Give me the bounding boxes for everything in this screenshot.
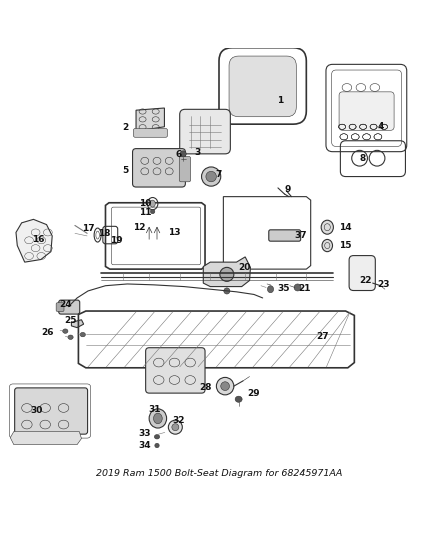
Text: 6: 6 (176, 150, 182, 159)
Ellipse shape (216, 377, 234, 395)
Polygon shape (71, 320, 84, 328)
FancyBboxPatch shape (59, 300, 80, 314)
Text: 33: 33 (138, 429, 151, 438)
Text: 8: 8 (360, 154, 366, 163)
Polygon shape (16, 220, 52, 262)
Text: 16: 16 (32, 235, 44, 244)
Text: 23: 23 (377, 280, 389, 289)
Ellipse shape (322, 239, 332, 252)
Ellipse shape (150, 209, 155, 214)
FancyBboxPatch shape (269, 230, 300, 241)
Ellipse shape (201, 167, 221, 186)
Text: 17: 17 (82, 223, 94, 232)
Ellipse shape (172, 424, 179, 431)
Text: 2: 2 (122, 123, 128, 132)
Text: 15: 15 (339, 241, 352, 250)
Text: 35: 35 (277, 284, 290, 293)
Text: 29: 29 (247, 389, 260, 398)
Ellipse shape (206, 171, 216, 182)
Text: 28: 28 (199, 383, 211, 392)
Ellipse shape (168, 420, 182, 434)
Ellipse shape (268, 286, 274, 293)
FancyBboxPatch shape (229, 56, 296, 117)
Text: 30: 30 (30, 406, 42, 415)
Ellipse shape (235, 396, 242, 402)
Polygon shape (11, 432, 81, 445)
Text: 27: 27 (317, 332, 329, 341)
FancyBboxPatch shape (339, 92, 394, 130)
FancyBboxPatch shape (133, 149, 185, 187)
Ellipse shape (80, 333, 85, 337)
Text: 37: 37 (294, 231, 307, 239)
FancyBboxPatch shape (349, 256, 375, 290)
Text: 34: 34 (138, 441, 151, 450)
Text: 20: 20 (238, 263, 251, 272)
Text: 26: 26 (42, 328, 54, 337)
Text: 1: 1 (277, 96, 283, 105)
Text: 18: 18 (99, 229, 111, 238)
Text: 7: 7 (216, 171, 222, 179)
Text: 12: 12 (133, 223, 146, 232)
Ellipse shape (321, 220, 333, 234)
Text: 2019 Ram 1500 Bolt-Seat Diagram for 68245971AA: 2019 Ram 1500 Bolt-Seat Diagram for 6824… (96, 469, 342, 478)
Text: 3: 3 (194, 149, 200, 157)
Ellipse shape (149, 409, 166, 428)
Text: 31: 31 (148, 405, 161, 414)
Text: 21: 21 (298, 284, 311, 293)
Text: 9: 9 (285, 185, 291, 194)
Text: 4: 4 (378, 122, 384, 131)
Text: 22: 22 (360, 276, 372, 285)
Text: 24: 24 (59, 300, 72, 309)
Text: 10: 10 (139, 199, 152, 208)
Ellipse shape (294, 284, 301, 291)
Polygon shape (136, 108, 164, 131)
Text: 25: 25 (64, 316, 77, 325)
Text: 32: 32 (173, 416, 185, 425)
Ellipse shape (220, 268, 234, 281)
Ellipse shape (153, 413, 162, 424)
Ellipse shape (221, 382, 230, 391)
Ellipse shape (63, 329, 68, 333)
Ellipse shape (224, 288, 230, 294)
FancyBboxPatch shape (180, 109, 230, 154)
FancyBboxPatch shape (134, 128, 167, 138)
FancyBboxPatch shape (146, 348, 205, 393)
Polygon shape (203, 257, 251, 287)
Text: 19: 19 (110, 236, 123, 245)
FancyBboxPatch shape (56, 303, 64, 311)
Ellipse shape (150, 200, 155, 207)
Ellipse shape (154, 434, 159, 439)
Ellipse shape (180, 151, 186, 157)
Text: 5: 5 (122, 166, 128, 175)
Ellipse shape (68, 335, 73, 340)
Ellipse shape (155, 443, 159, 448)
FancyBboxPatch shape (14, 388, 88, 434)
FancyBboxPatch shape (179, 157, 191, 182)
Text: 14: 14 (339, 223, 352, 232)
Text: 11: 11 (139, 208, 152, 217)
Text: 13: 13 (168, 228, 181, 237)
